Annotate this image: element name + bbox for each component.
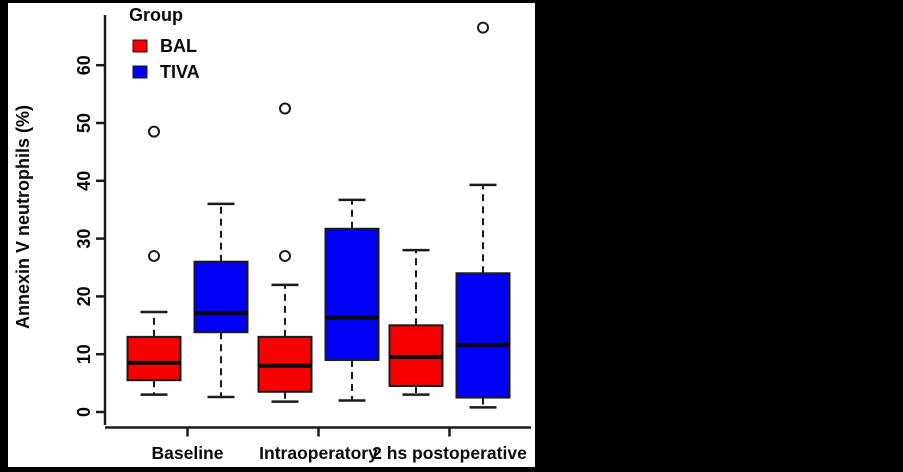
y-tick-label: 20 — [74, 286, 94, 306]
x-category-label: Intraoperatory — [259, 443, 378, 463]
y-axis-title: Annexin V neutrophils (%) — [13, 105, 33, 329]
legend-label-tiva: TIVA — [160, 62, 200, 82]
y-tick-label: 60 — [74, 55, 94, 75]
legend-swatch-tiva — [132, 65, 148, 79]
box-bal-1-outlier — [279, 102, 291, 115]
box-bal-0-outlier — [148, 125, 160, 138]
y-tick-label: 10 — [74, 344, 94, 364]
box-tiva-2 — [455, 272, 511, 399]
y-tick-label: 40 — [74, 171, 94, 191]
x-category-label: 2 hs postoperative — [372, 443, 527, 463]
box-bal-0-outlier — [148, 249, 160, 262]
box-bal-1-outlier — [279, 249, 291, 262]
legend-title: Group — [129, 5, 183, 25]
box-bal-0 — [126, 335, 182, 382]
box-tiva-2-outlier — [477, 21, 489, 34]
box-tiva-1 — [324, 227, 380, 361]
legend-swatch-bal — [132, 39, 148, 53]
y-tick-label: 0 — [74, 407, 94, 417]
box-tiva-0 — [193, 260, 249, 334]
y-tick-label: 50 — [74, 113, 94, 133]
x-category-label: Baseline — [152, 443, 224, 463]
y-tick-label: 30 — [74, 229, 94, 249]
legend-label-bal: BAL — [160, 36, 197, 56]
